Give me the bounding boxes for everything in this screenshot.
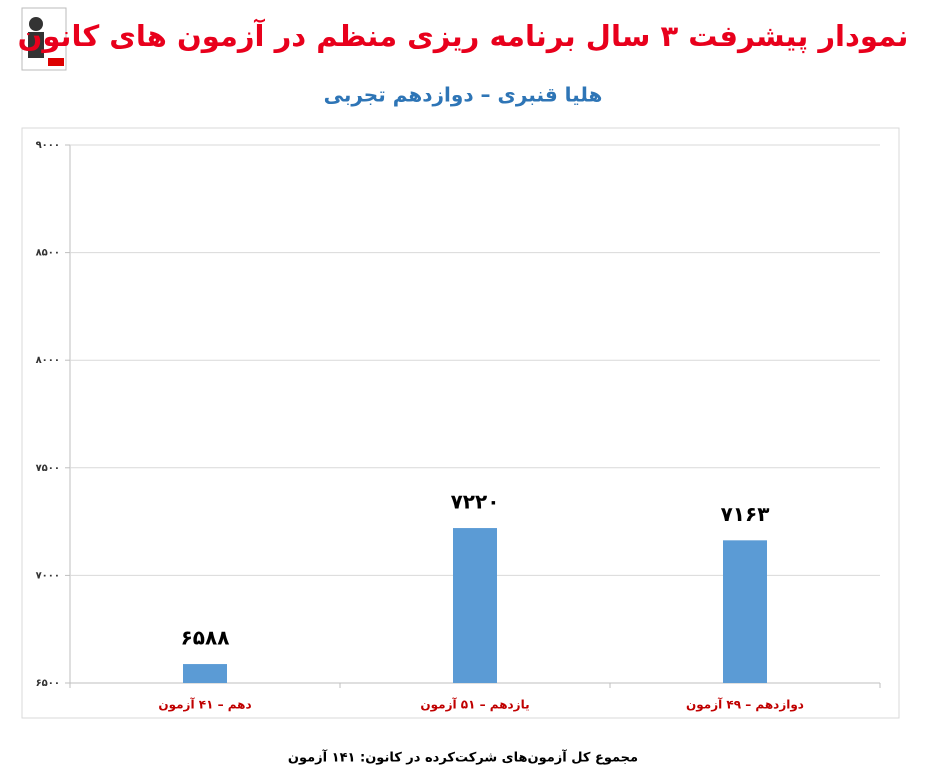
y-tick-label: ۷۵۰۰: [36, 463, 60, 474]
y-tick-label: ۶۵۰۰: [36, 678, 60, 689]
y-tick-label: ۸۵۰۰: [36, 248, 60, 259]
chart-title: نمودار پیشرفت ۳ سال برنامه ریزی منظم در …: [18, 18, 909, 54]
value-label: ۷۲۲۰: [451, 490, 500, 514]
logo-head: [29, 17, 43, 31]
footnote: مجموع کل آزمون‌های شرکت‌کرده در کانون: ۱…: [288, 749, 638, 766]
bar: [183, 664, 227, 683]
x-tick-label: دوازدهم – ۴۹ آزمون: [686, 697, 804, 713]
logo-tag: [48, 58, 64, 66]
logo: [21, 7, 67, 71]
plot-frame: [21, 127, 900, 719]
x-tick-label: دهم – ۴۱ آزمون: [158, 697, 251, 713]
value-label: ۷۱۶۳: [721, 502, 770, 526]
y-tick-label: ۷۰۰۰: [36, 570, 60, 581]
chart-subtitle: هلیا قنبری – دوازدهم تجربی: [324, 83, 603, 107]
y-tick-label: ۸۰۰۰: [36, 355, 60, 366]
x-tick-label: یازدهم – ۵۱ آزمون: [420, 697, 529, 713]
y-tick-label: ۹۰۰۰: [36, 140, 60, 151]
logo-body: [28, 32, 44, 58]
value-label: ۶۵۸۸: [181, 626, 230, 650]
bar: [723, 540, 767, 683]
bar: [453, 528, 497, 683]
